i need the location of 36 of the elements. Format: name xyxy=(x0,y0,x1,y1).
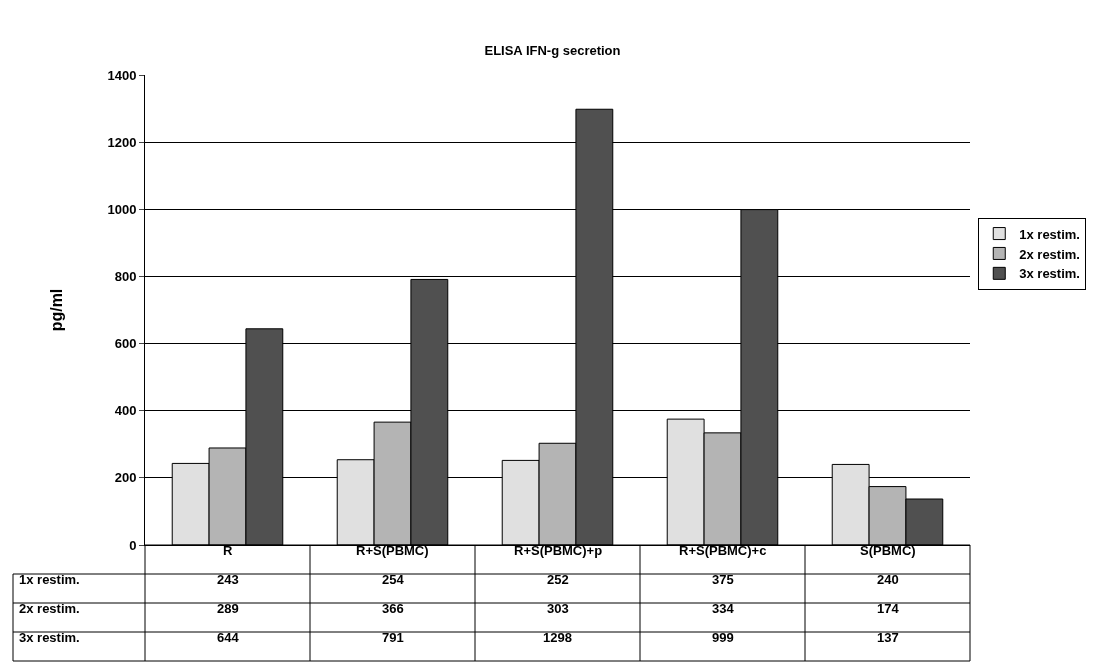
data-label: 243 xyxy=(217,572,239,587)
legend-label: 2x restim. xyxy=(1019,246,1080,262)
x-tick-label: R+S(PBMC)+c xyxy=(679,543,767,558)
data-label: 791 xyxy=(382,630,404,645)
y-axis-title: pg/ml xyxy=(48,288,66,332)
y-tick-label: 600 xyxy=(114,336,137,352)
chart-title: ELISA IFN-g secretion xyxy=(484,43,621,59)
data-label: 289 xyxy=(217,601,239,616)
y-tick-label: 0 xyxy=(129,537,137,553)
y-tick-label: 800 xyxy=(114,268,137,284)
data-label: 174 xyxy=(877,601,900,616)
x-tick-label: R xyxy=(223,543,233,558)
data-label: 254 xyxy=(382,572,405,587)
legend-label: 3x restim. xyxy=(1019,266,1080,282)
x-tick-label: R+S(PBMC) xyxy=(356,543,429,558)
data-label: 252 xyxy=(547,572,569,587)
y-tick-label: 400 xyxy=(114,403,137,419)
x-tick-label: S(PBMC) xyxy=(860,543,916,558)
text: 1x restim. xyxy=(19,572,80,587)
data-label: 240 xyxy=(877,572,899,587)
data-label: 1298 xyxy=(543,630,572,645)
text: 2x restim. xyxy=(19,601,80,616)
x-tick-label: R+S(PBMC)+p xyxy=(514,543,603,558)
data-label: 375 xyxy=(712,572,734,587)
data-label: 334 xyxy=(712,601,735,616)
legend-label: 1x restim. xyxy=(1019,226,1080,242)
data-label: 999 xyxy=(712,630,734,645)
y-tick-label: 200 xyxy=(114,470,137,486)
y-tick-label: 1400 xyxy=(107,67,137,83)
y-tick-label: 1200 xyxy=(107,134,137,150)
text: 3x restim. xyxy=(19,630,80,645)
data-label: 137 xyxy=(877,630,899,645)
data-label: 366 xyxy=(382,601,404,616)
y-tick-label: 1000 xyxy=(107,201,137,217)
data-label: 303 xyxy=(547,601,569,616)
data-label: 644 xyxy=(217,630,240,645)
